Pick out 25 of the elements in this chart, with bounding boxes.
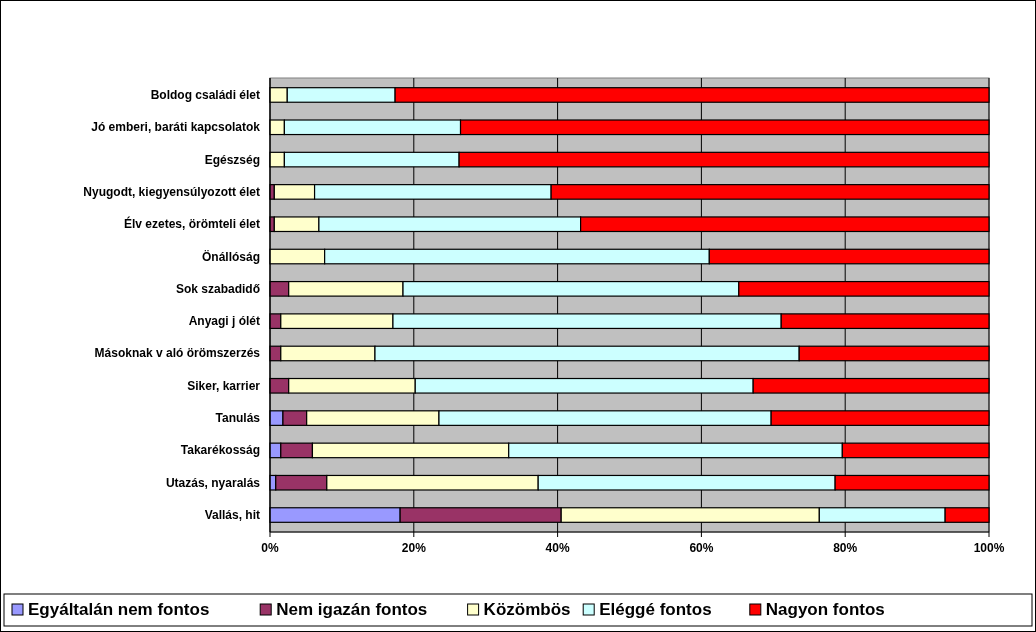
legend-label: Nagyon fontos xyxy=(765,600,885,619)
y-tick-label: Önállóság xyxy=(201,248,260,264)
y-tick-label: Anyagi j ólét xyxy=(188,314,260,329)
y-tick-label: Nyugodt, kiegyensúlyozott élet xyxy=(83,184,260,199)
x-tick-label: 0% xyxy=(261,541,279,555)
y-tick-label: Másoknak v aló örömszerzés xyxy=(94,346,261,361)
y-tick-label: Egészség xyxy=(204,152,260,167)
x-tick-label: 20% xyxy=(401,541,427,555)
y-tick-label: Vallás, hit xyxy=(204,508,260,523)
y-tick-label: Tanulás xyxy=(215,411,261,426)
y-tick-label: Siker, karrier xyxy=(187,378,261,393)
legend-label: Közömbös xyxy=(483,600,571,619)
y-tick-label: Boldog családi élet xyxy=(150,87,260,102)
y-tick-label: Sok szabadidő xyxy=(175,281,260,296)
x-tick-label: 100% xyxy=(973,541,1005,555)
y-tick-label: Utazás, nyaralás xyxy=(165,475,261,490)
x-tick-label: 80% xyxy=(833,541,858,555)
y-tick-label: Takarékosság xyxy=(180,443,260,458)
x-tick-label: 60% xyxy=(689,541,714,555)
x-tick-label: 40% xyxy=(545,541,570,555)
legend-label: Nem igazán fontos xyxy=(276,600,428,619)
y-tick-label: Élv ezetes, örömteli élet xyxy=(123,216,260,232)
legend-label: Eléggé fontos xyxy=(599,600,712,619)
y-tick-label: Jó emberi, baráti kapcsolatok xyxy=(91,120,261,135)
legend-label: Egyáltalán nem fontos xyxy=(28,600,210,619)
